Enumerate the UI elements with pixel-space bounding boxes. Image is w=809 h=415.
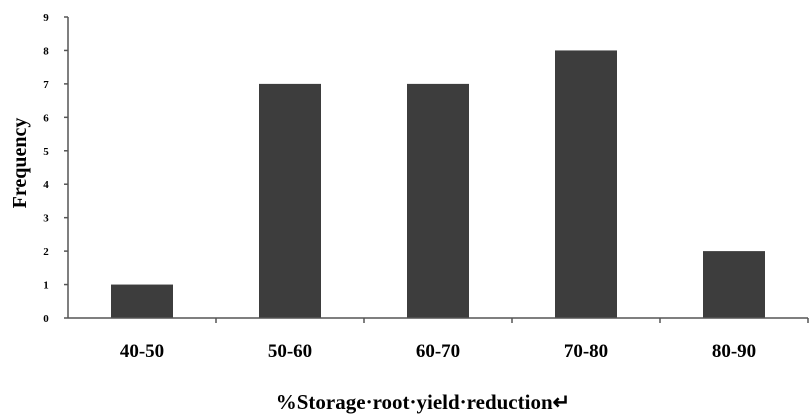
y-axis-ticks: 0 1 2 3 4 5 6 7 8 9 xyxy=(43,12,68,325)
y-tick-label: 7 xyxy=(43,79,49,91)
bar-80-90 xyxy=(703,251,765,318)
x-tick-label: 40-50 xyxy=(120,341,164,362)
x-axis-label: %Storage·root·yield·reduction↵ xyxy=(276,390,570,414)
y-tick-label: 3 xyxy=(43,213,49,225)
y-tick-label: 9 xyxy=(43,12,49,24)
bar-70-80 xyxy=(555,50,617,318)
bar-50-60 xyxy=(259,83,321,318)
y-axis-label: Frequency xyxy=(9,118,31,209)
x-tick-label: 70-80 xyxy=(564,341,608,362)
y-tick-label: 1 xyxy=(43,280,49,292)
y-tick-label: 8 xyxy=(43,45,49,57)
y-tick-label: 4 xyxy=(43,179,49,191)
y-tick-label: 6 xyxy=(43,112,49,124)
bar-60-70 xyxy=(407,83,469,318)
y-tick-label: 2 xyxy=(43,246,49,258)
bars xyxy=(111,50,765,318)
x-tick-label: 80-90 xyxy=(712,341,756,362)
y-tick-label: 0 xyxy=(43,313,49,325)
y-tick-label: 5 xyxy=(43,146,49,158)
bar-40-50 xyxy=(111,284,173,318)
x-tick-label: 50-60 xyxy=(268,341,312,362)
x-axis-ticks: 40-50 50-60 60-70 70-80 80-90 xyxy=(120,318,809,362)
x-tick-label: 60-70 xyxy=(416,341,460,362)
